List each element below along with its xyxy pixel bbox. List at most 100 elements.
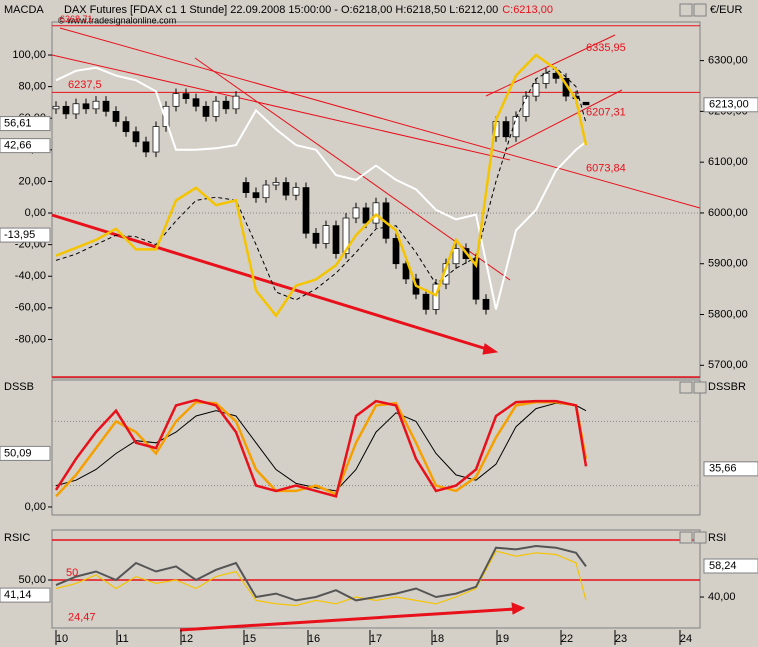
annotation: 6207,31 [586, 107, 626, 119]
value-marker [0, 138, 51, 154]
y2-tick-label: 5800,00 [708, 308, 748, 320]
y-tick-label: 20,00 [18, 175, 46, 187]
value-marker-label: -13,95 [4, 229, 35, 241]
candle-body [252, 192, 260, 199]
candle-body [362, 207, 370, 224]
candle-body [372, 202, 380, 224]
candle-body [582, 101, 590, 106]
chart-subtitle: DAX Futures [FDAX c1 1 Stunde] 22.09.200… [64, 4, 498, 16]
candle-body [532, 83, 540, 97]
candle-body [402, 263, 410, 280]
candle-body [312, 232, 320, 244]
x-tick-label: 16 [308, 633, 320, 645]
candle-body [182, 93, 190, 100]
candle-body [502, 121, 510, 138]
candle-body [522, 95, 530, 117]
annotation: 6335,95 [586, 42, 626, 54]
window-controls[interactable] [679, 3, 707, 544]
panel-title: MACDA [4, 4, 44, 16]
candle-body [512, 116, 520, 138]
candle-body [292, 187, 300, 196]
candle-body [482, 298, 490, 310]
candle-body [452, 248, 460, 265]
x-tick-label: 19 [497, 633, 509, 645]
candle-body [352, 207, 360, 219]
y-tick-label: 0,00 [25, 501, 46, 513]
value-marker [703, 97, 758, 113]
y2-label: RSI [708, 532, 726, 544]
candle-body [92, 100, 100, 110]
candle-body [192, 98, 200, 107]
value-marker-label: 58,24 [709, 560, 737, 572]
series-line [55, 66, 587, 310]
y2-tick-label: 6000,00 [708, 207, 748, 219]
panel-frame [51, 529, 701, 629]
source: © www.tradesignalonline.com [58, 15, 176, 25]
candle-body [202, 105, 210, 117]
candle-body [242, 182, 250, 193]
annotation: 6368,71 [60, 14, 93, 24]
series-line [55, 67, 587, 301]
y2-tick-label: 40,00 [708, 591, 736, 603]
candle-body [142, 141, 150, 153]
x-tick-label: 12 [181, 633, 193, 645]
y-tick-label: 0,00 [25, 207, 46, 219]
value-marker [0, 445, 51, 461]
x-tick-label: 17 [370, 633, 382, 645]
y2-tick-label: 5900,00 [708, 258, 748, 270]
x-tick-label: 15 [244, 633, 256, 645]
candle-body [302, 187, 310, 234]
y-tick-label: 100,00 [12, 49, 46, 61]
candle-body [122, 121, 130, 133]
candle-body [212, 100, 220, 117]
y2-tick-label: 6300,00 [708, 55, 748, 67]
candle-body [232, 95, 240, 110]
close-label: C:6213,00 [502, 4, 553, 16]
x-tick-label: 24 [680, 633, 692, 645]
candle-body [52, 105, 60, 110]
value-marker-label: 6213,00 [709, 99, 749, 111]
candle-body [422, 293, 430, 310]
candle-body [542, 72, 550, 84]
value-marker [703, 558, 758, 574]
candle-body [272, 182, 280, 186]
x-tick-label: 10 [56, 633, 68, 645]
value-marker-label: 35,66 [709, 463, 737, 475]
y-tick-label: -60,00 [15, 302, 46, 314]
candle-body [152, 126, 160, 153]
value-marker [703, 461, 758, 477]
annotation: 24,47 [68, 611, 96, 623]
value-marker-label: 50,09 [4, 447, 32, 459]
x-tick-label: 11 [117, 633, 128, 645]
candle-body [82, 103, 90, 110]
candle-body [342, 217, 350, 254]
x-tick-label: 18 [432, 633, 444, 645]
y-tick-label: -40,00 [15, 270, 46, 282]
y2-label: DSSBR [708, 381, 746, 393]
series-line [55, 550, 587, 607]
y2-tick-label: 6100,00 [708, 156, 748, 168]
series-line [55, 544, 587, 602]
candle-body [62, 105, 70, 115]
series-line [55, 53, 588, 318]
series-line [55, 400, 588, 498]
series-line [54, 398, 588, 498]
candle-body [162, 105, 170, 127]
value-marker-label: 56,61 [4, 117, 32, 129]
x-tick-label: 22 [561, 633, 573, 645]
panel-title: RSIC [4, 532, 30, 544]
candle-body [322, 225, 330, 244]
x-tick-label: 23 [615, 633, 627, 645]
candle-body [132, 131, 140, 143]
candle-body [72, 103, 80, 115]
candle-body [102, 100, 110, 112]
y2-label: €/EUR [710, 4, 742, 16]
y-tick-label: -80,00 [15, 333, 46, 345]
annotation: 6237,5 [68, 79, 102, 91]
value-marker [0, 227, 51, 243]
panel-title: DSSB [4, 381, 34, 393]
y-tick-label: 80,00 [18, 81, 46, 93]
value-marker [0, 116, 51, 132]
candle-body [262, 184, 270, 199]
